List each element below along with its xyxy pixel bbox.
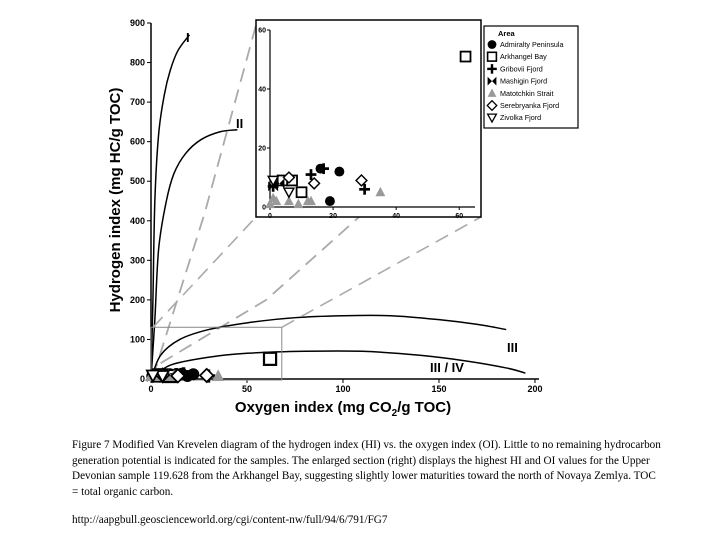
data-point-serebryanka-fjord [170,367,186,384]
data-point-zivolka-fjord [154,370,171,384]
inset-data-point-serebryanka-fjord [307,176,321,190]
inset-x-tick-label: 40 [392,213,400,220]
inset-y-tick-label: 0 [262,205,266,212]
legend-marker-mashigin-fjord [487,76,497,86]
inset-x-tick-label: 20 [329,213,337,220]
legend-marker-gribovii-fjord [487,64,497,74]
inset-data-point-matotchkin-strait [306,195,316,206]
inset-data-point-matotchkin-strait [268,192,279,203]
inset-data-point-matotchkin-strait [283,195,294,206]
inset-data-point-gribovii-fjord [305,169,317,180]
legend-label-matotchkin-strait: Matotchkin Strait [500,89,554,98]
inset-data-point-gribovii-fjord [359,183,371,195]
kerogen-curve-label: III / IV [430,360,464,375]
x-axis-label: Oxygen index (mg CO2/g TOC) [235,399,451,419]
inset-data-point-serebryanka-fjord [282,171,296,184]
inset-x-tick-label: 0 [268,213,272,220]
legend-label-admiralty-peninsula: Admiralty Peninsula [500,40,564,49]
y-tick-label: 900 [130,18,145,28]
inset-x-tick-label: 60 [455,213,463,220]
data-point-serebryanka-fjord [198,367,215,384]
legend-label-zivolka-fjord: Zivolka Fjord [500,113,541,122]
y-tick-label: 0 [140,374,145,384]
inset-data-point-arkhangel-bay [459,50,472,63]
data-point-matotchkin-strait [212,369,225,381]
inset-data-point-admiralty-peninsula [334,166,345,177]
legend-label-arkhangel-bay: Arkhangel Bay [500,52,547,61]
y-axis-label: Hydrogen index (mg HC/g TOC) [107,88,124,313]
figure-caption: Figure 7 Modified Van Krevelen diagram o… [72,439,661,498]
kerogen-curve-i [150,34,191,380]
legend-marker-zivolka-fjord [486,113,498,124]
y-tick-label: 500 [130,176,145,186]
inset-plot: 0 20 40 60 0 20 40 60 [255,19,482,220]
inset-connector [152,216,257,328]
legend-frame [483,25,579,129]
legend-label-mashigin-fjord: Mashigin Fjord [500,77,547,86]
y-tick-label: 300 [130,255,145,265]
inset-y-tick-label: 40 [258,87,266,94]
x-tick-label: 0 [148,384,153,394]
kerogen-curve-ii [150,129,238,380]
y-tick-label: 800 [130,58,145,68]
inset-data-point-mashigin-fjord [274,178,285,189]
inset-data-point-arkhangel-bay [295,186,308,199]
inset-frame [255,19,482,218]
kerogen-curve-label: I [186,30,190,45]
y-tick-label: 100 [130,334,145,344]
kerogen-curve-label: III [507,340,518,355]
legend-marker-serebryanka-fjord [486,99,498,112]
data-point-arkhangel-bay [262,351,278,366]
legend: Area Admiralty Peninsula Arkhangel Bay Grib… [483,25,579,129]
inset-y-tick-label: 20 [258,146,266,153]
inset-data-point-admiralty-peninsula [324,196,335,207]
inset-data-point-matotchkin-strait [265,198,275,209]
legend-marker-matotchkin-strait [487,88,497,97]
kerogen-curve-label: II [236,116,243,131]
x-tick-label: 50 [242,384,252,394]
kerogen-curve-iii [150,314,507,380]
kerogen-curve-iii-iv [150,350,526,380]
legend-title: Area [498,29,516,38]
legend-label-gribovii-fjord: Gribovii Fjord [500,64,543,73]
x-tick-label: 150 [431,384,446,394]
x-tick-label: 100 [335,384,350,394]
maturity-line [152,22,258,378]
source-url: http://aapgbull.geoscienceworld.org/cgi/… [72,514,388,526]
y-tick-label: 600 [130,137,145,147]
inset-data-point-matotchkin-strait [293,198,304,209]
inset-data-point-zivolka-fjord [266,175,280,187]
y-tick-label: 400 [130,216,145,226]
legend-label-serebryanka-fjord: Serebryanka Fjord [500,101,559,110]
inset-data-point-gribovii-fjord [318,163,330,175]
legend-marker-admiralty-peninsula [487,40,497,49]
inset-y-tick-label: 60 [258,28,266,35]
legend-marker-arkhangel-bay [486,51,498,62]
inset-data-point-matotchkin-strait [375,186,386,197]
main-plot: 0 50 100 150 2000100200300400500600700800900… [107,18,543,419]
x-tick-label: 200 [527,384,542,394]
y-tick-label: 700 [130,97,145,107]
y-tick-label: 200 [130,295,145,305]
inset-data-point-zivolka-fjord [282,187,296,199]
inset-connector [281,216,482,328]
inset-data-point-serebryanka-fjord [355,174,368,187]
data-point-zivolka-fjord [145,369,161,384]
